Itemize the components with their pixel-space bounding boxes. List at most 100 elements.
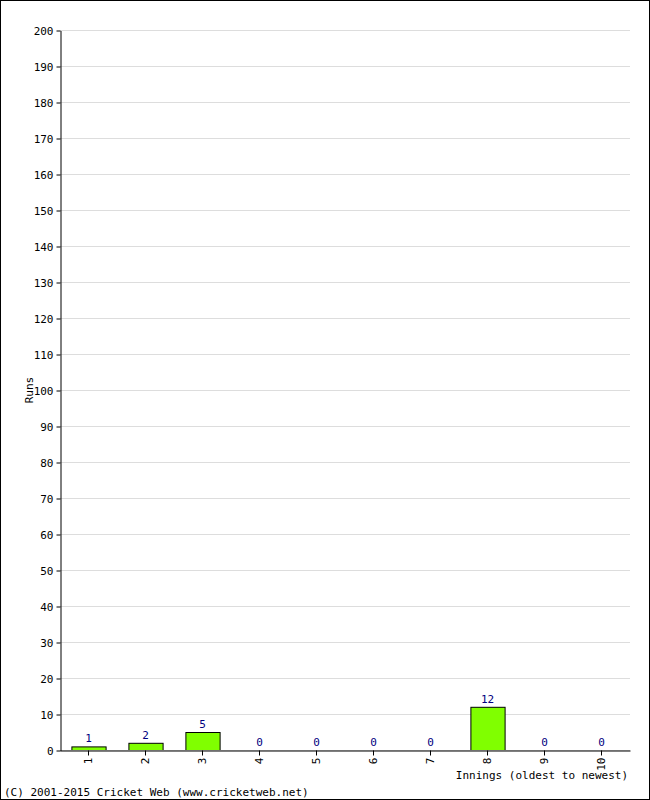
data-label: 0 — [427, 736, 434, 749]
y-tick: 40 — [40, 601, 60, 614]
y-tick: 190 — [34, 61, 61, 74]
x-tick: 1 — [82, 751, 95, 765]
credit: (C) 2001-2015 Cricket Web (www.cricketwe… — [4, 786, 309, 799]
x-tick-mark — [430, 751, 431, 756]
y-tick-label: 30 — [40, 637, 53, 650]
grid-line — [60, 174, 630, 175]
data-label: 1 — [85, 732, 92, 745]
bar — [129, 743, 163, 750]
data-label: 0 — [256, 736, 263, 749]
y-tick-mark — [57, 391, 61, 392]
x-tick-label: 6 — [367, 758, 380, 765]
grid-line — [60, 210, 630, 211]
y-tick-mark — [57, 211, 61, 212]
data-label: 12 — [481, 693, 494, 706]
y-tick: 170 — [34, 133, 61, 146]
y-tick-label: 190 — [34, 61, 54, 74]
data-label: 5 — [199, 718, 206, 731]
grid-line — [60, 390, 630, 391]
y-tick-mark — [57, 643, 61, 644]
x-tick-label: 8 — [481, 758, 494, 765]
grid-line — [60, 102, 630, 103]
y-tick-mark — [57, 283, 61, 284]
grid-line — [60, 534, 630, 535]
grid-line — [60, 318, 630, 319]
x-tick-label: 1 — [82, 758, 95, 765]
grid-line — [60, 462, 630, 463]
y-tick-label: 180 — [34, 97, 54, 110]
y-tick-label: 170 — [34, 133, 54, 146]
y-tick-label: 100 — [34, 385, 54, 398]
y-tick: 60 — [40, 529, 60, 542]
y-tick: 120 — [34, 313, 61, 326]
x-tick-mark — [373, 751, 374, 756]
y-tick-mark — [57, 319, 61, 320]
y-tick-label: 70 — [40, 493, 53, 506]
chart: 0102030405060708090100110120130140150160… — [0, 0, 650, 800]
y-tick-label: 150 — [34, 205, 54, 218]
data-label: 0 — [541, 736, 548, 749]
y-tick-mark — [57, 31, 61, 32]
y-tick-label: 160 — [34, 169, 54, 182]
y-tick-label: 10 — [40, 709, 53, 722]
y-tick-mark — [57, 679, 61, 680]
y-tick-label: 60 — [40, 529, 53, 542]
bar — [186, 733, 220, 751]
y-tick-mark — [57, 535, 61, 536]
y-tick: 50 — [40, 565, 60, 578]
y-tick-label: 120 — [34, 313, 54, 326]
y-tick: 0 — [47, 745, 61, 758]
x-tick: 4 — [253, 751, 266, 765]
y-tick-label: 40 — [40, 601, 53, 614]
x-tick-mark — [259, 751, 260, 756]
y-tick: 140 — [34, 241, 61, 254]
y-tick-mark — [57, 427, 61, 428]
x-tick: 7 — [424, 751, 437, 765]
data-label: 0 — [370, 736, 377, 749]
x-tick-mark — [145, 751, 146, 756]
y-tick: 200 — [34, 25, 61, 38]
x-tick: 5 — [310, 751, 323, 765]
x-tick: 3 — [196, 751, 209, 765]
x-tick-label: 4 — [253, 757, 266, 764]
y-tick-label: 130 — [34, 277, 54, 290]
y-axis: 0102030405060708090100110120130140150160… — [34, 25, 61, 758]
data-label: 0 — [313, 736, 320, 749]
x-tick-mark — [544, 751, 545, 756]
y-tick-mark — [57, 499, 61, 500]
bar — [72, 747, 106, 750]
y-tick-label: 200 — [34, 25, 54, 38]
y-tick-mark — [57, 715, 61, 716]
y-tick: 70 — [40, 493, 60, 506]
y-tick: 20 — [40, 673, 60, 686]
x-tick-label: 2 — [139, 758, 152, 765]
frame — [1, 1, 650, 800]
x-tick-label: 7 — [424, 758, 437, 765]
y-tick-mark — [57, 103, 61, 104]
grid-line — [60, 714, 630, 715]
y-tick-mark — [57, 247, 61, 248]
y-tick: 10 — [40, 709, 60, 722]
x-tick: 10 — [595, 751, 608, 771]
data-labels: 12500001200 — [85, 693, 605, 749]
y-tick-mark — [57, 751, 61, 752]
x-tick: 8 — [481, 751, 494, 765]
y-tick-mark — [57, 463, 61, 464]
x-tick-mark — [88, 751, 89, 756]
x-tick-label: 5 — [310, 758, 323, 765]
y-tick: 110 — [34, 349, 61, 362]
y-tick-label: 0 — [47, 745, 54, 758]
y-tick: 30 — [40, 637, 60, 650]
y-tick-label: 110 — [34, 349, 54, 362]
y-tick-label: 90 — [40, 421, 53, 434]
grid-line — [60, 30, 630, 31]
grid-line — [60, 606, 630, 607]
data-label: 2 — [142, 729, 149, 742]
grid-line — [60, 138, 630, 139]
y-tick: 150 — [34, 205, 61, 218]
grid-line — [60, 678, 630, 679]
x-axis: 12345678910 — [61, 751, 631, 771]
x-axis-title: Innings (oldest to newest) — [456, 769, 628, 782]
y-tick-mark — [57, 355, 61, 356]
bars — [72, 707, 505, 750]
